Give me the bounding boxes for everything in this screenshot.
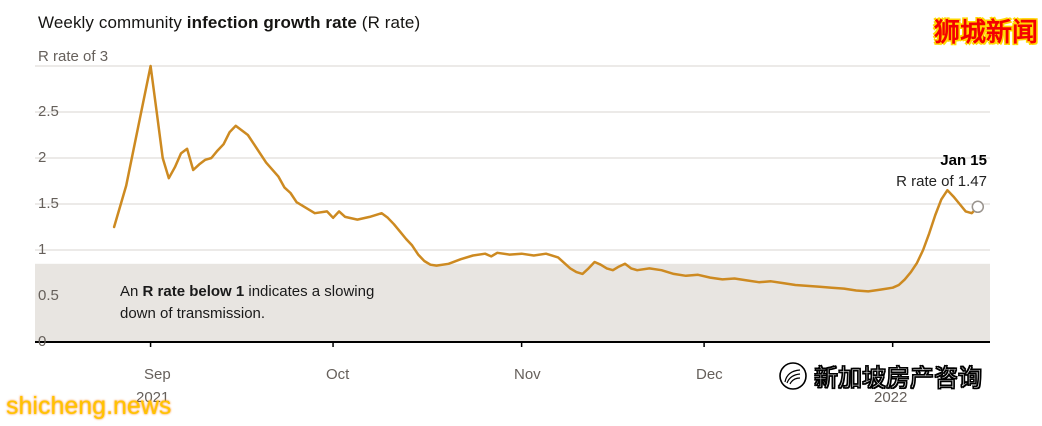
below-one-band <box>35 263 990 342</box>
below-one-note: An R rate below 1 indicates a slowing do… <box>120 281 460 325</box>
month-ticks <box>149 342 894 347</box>
y-tick-1: 1 <box>38 241 47 258</box>
shell-logo-icon <box>779 361 807 390</box>
note-line1-prefix: An <box>120 283 143 300</box>
y-tick-1-5: 1.5 <box>38 195 59 212</box>
y-tick-0: 0 <box>38 333 47 350</box>
end-annotation-date: Jan 15 <box>940 152 987 169</box>
note-line2: down of transmission. <box>120 305 266 322</box>
r-rate-series-line <box>112 64 980 293</box>
note-line1-suffix: indicates a slowing <box>244 283 375 300</box>
y-tick-0-5: 0.5 <box>38 287 59 304</box>
x-tick-dec: Dec <box>696 366 723 383</box>
x-tick-year-2021: 2021 <box>136 389 170 406</box>
note-line1-bold: R rate below 1 <box>142 283 245 300</box>
chart-title-bold: infection growth rate <box>186 13 357 32</box>
x-tick-year-2022: 2022 <box>874 389 908 406</box>
end-point-marker <box>971 200 985 214</box>
end-annotation: Jan 15 R rate of 1.47 <box>896 150 987 192</box>
end-annotation-value: R rate of 1.47 <box>896 173 987 190</box>
x-tick-nov: Nov <box>514 366 541 383</box>
y-tick-2: 2 <box>38 149 47 166</box>
chart-title: Weekly community infection growth rate (… <box>38 13 420 33</box>
x-tick-oct: Oct <box>326 366 350 383</box>
x-tick-sep: Sep <box>144 366 171 383</box>
gridlines <box>35 65 990 251</box>
chart-title-prefix: Weekly community <box>38 13 187 32</box>
watermark-property-consult: 新加坡房产咨询 <box>778 358 983 393</box>
y-tick-2-5: 2.5 <box>38 103 59 120</box>
watermark-shicheng-news-cn: 狮城新闻 <box>933 17 1038 47</box>
y-axis-top-label: R rate of 3 <box>38 48 109 65</box>
chart-title-suffix: (R rate) <box>356 13 421 32</box>
watermark-shicheng-news-url: shicheng.news <box>6 392 172 420</box>
watermark-property-consult-text: 新加坡房产咨询 <box>813 364 982 392</box>
